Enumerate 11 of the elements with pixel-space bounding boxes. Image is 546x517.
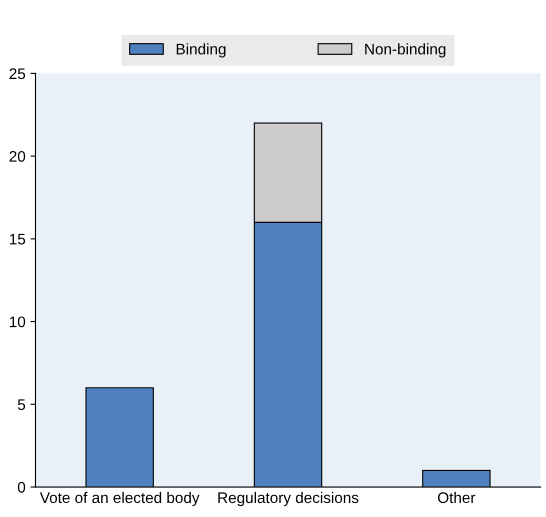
y-tick-label: 10	[10, 316, 26, 328]
y-tick-label: 0	[18, 482, 26, 493]
legend-label: Non-binding	[365, 43, 446, 58]
x-tick-label: Other	[438, 492, 476, 504]
x-tick-label: Regulatory decisions	[218, 492, 358, 506]
y-tick-label: 15	[10, 234, 26, 245]
y-tick-label: 20	[10, 151, 26, 162]
y-tick-label: 25	[10, 68, 26, 80]
legend-label: Binding	[176, 43, 226, 58]
y-tick-label: 5	[18, 399, 26, 410]
x-tick-label: Vote of an elected body	[40, 492, 200, 506]
